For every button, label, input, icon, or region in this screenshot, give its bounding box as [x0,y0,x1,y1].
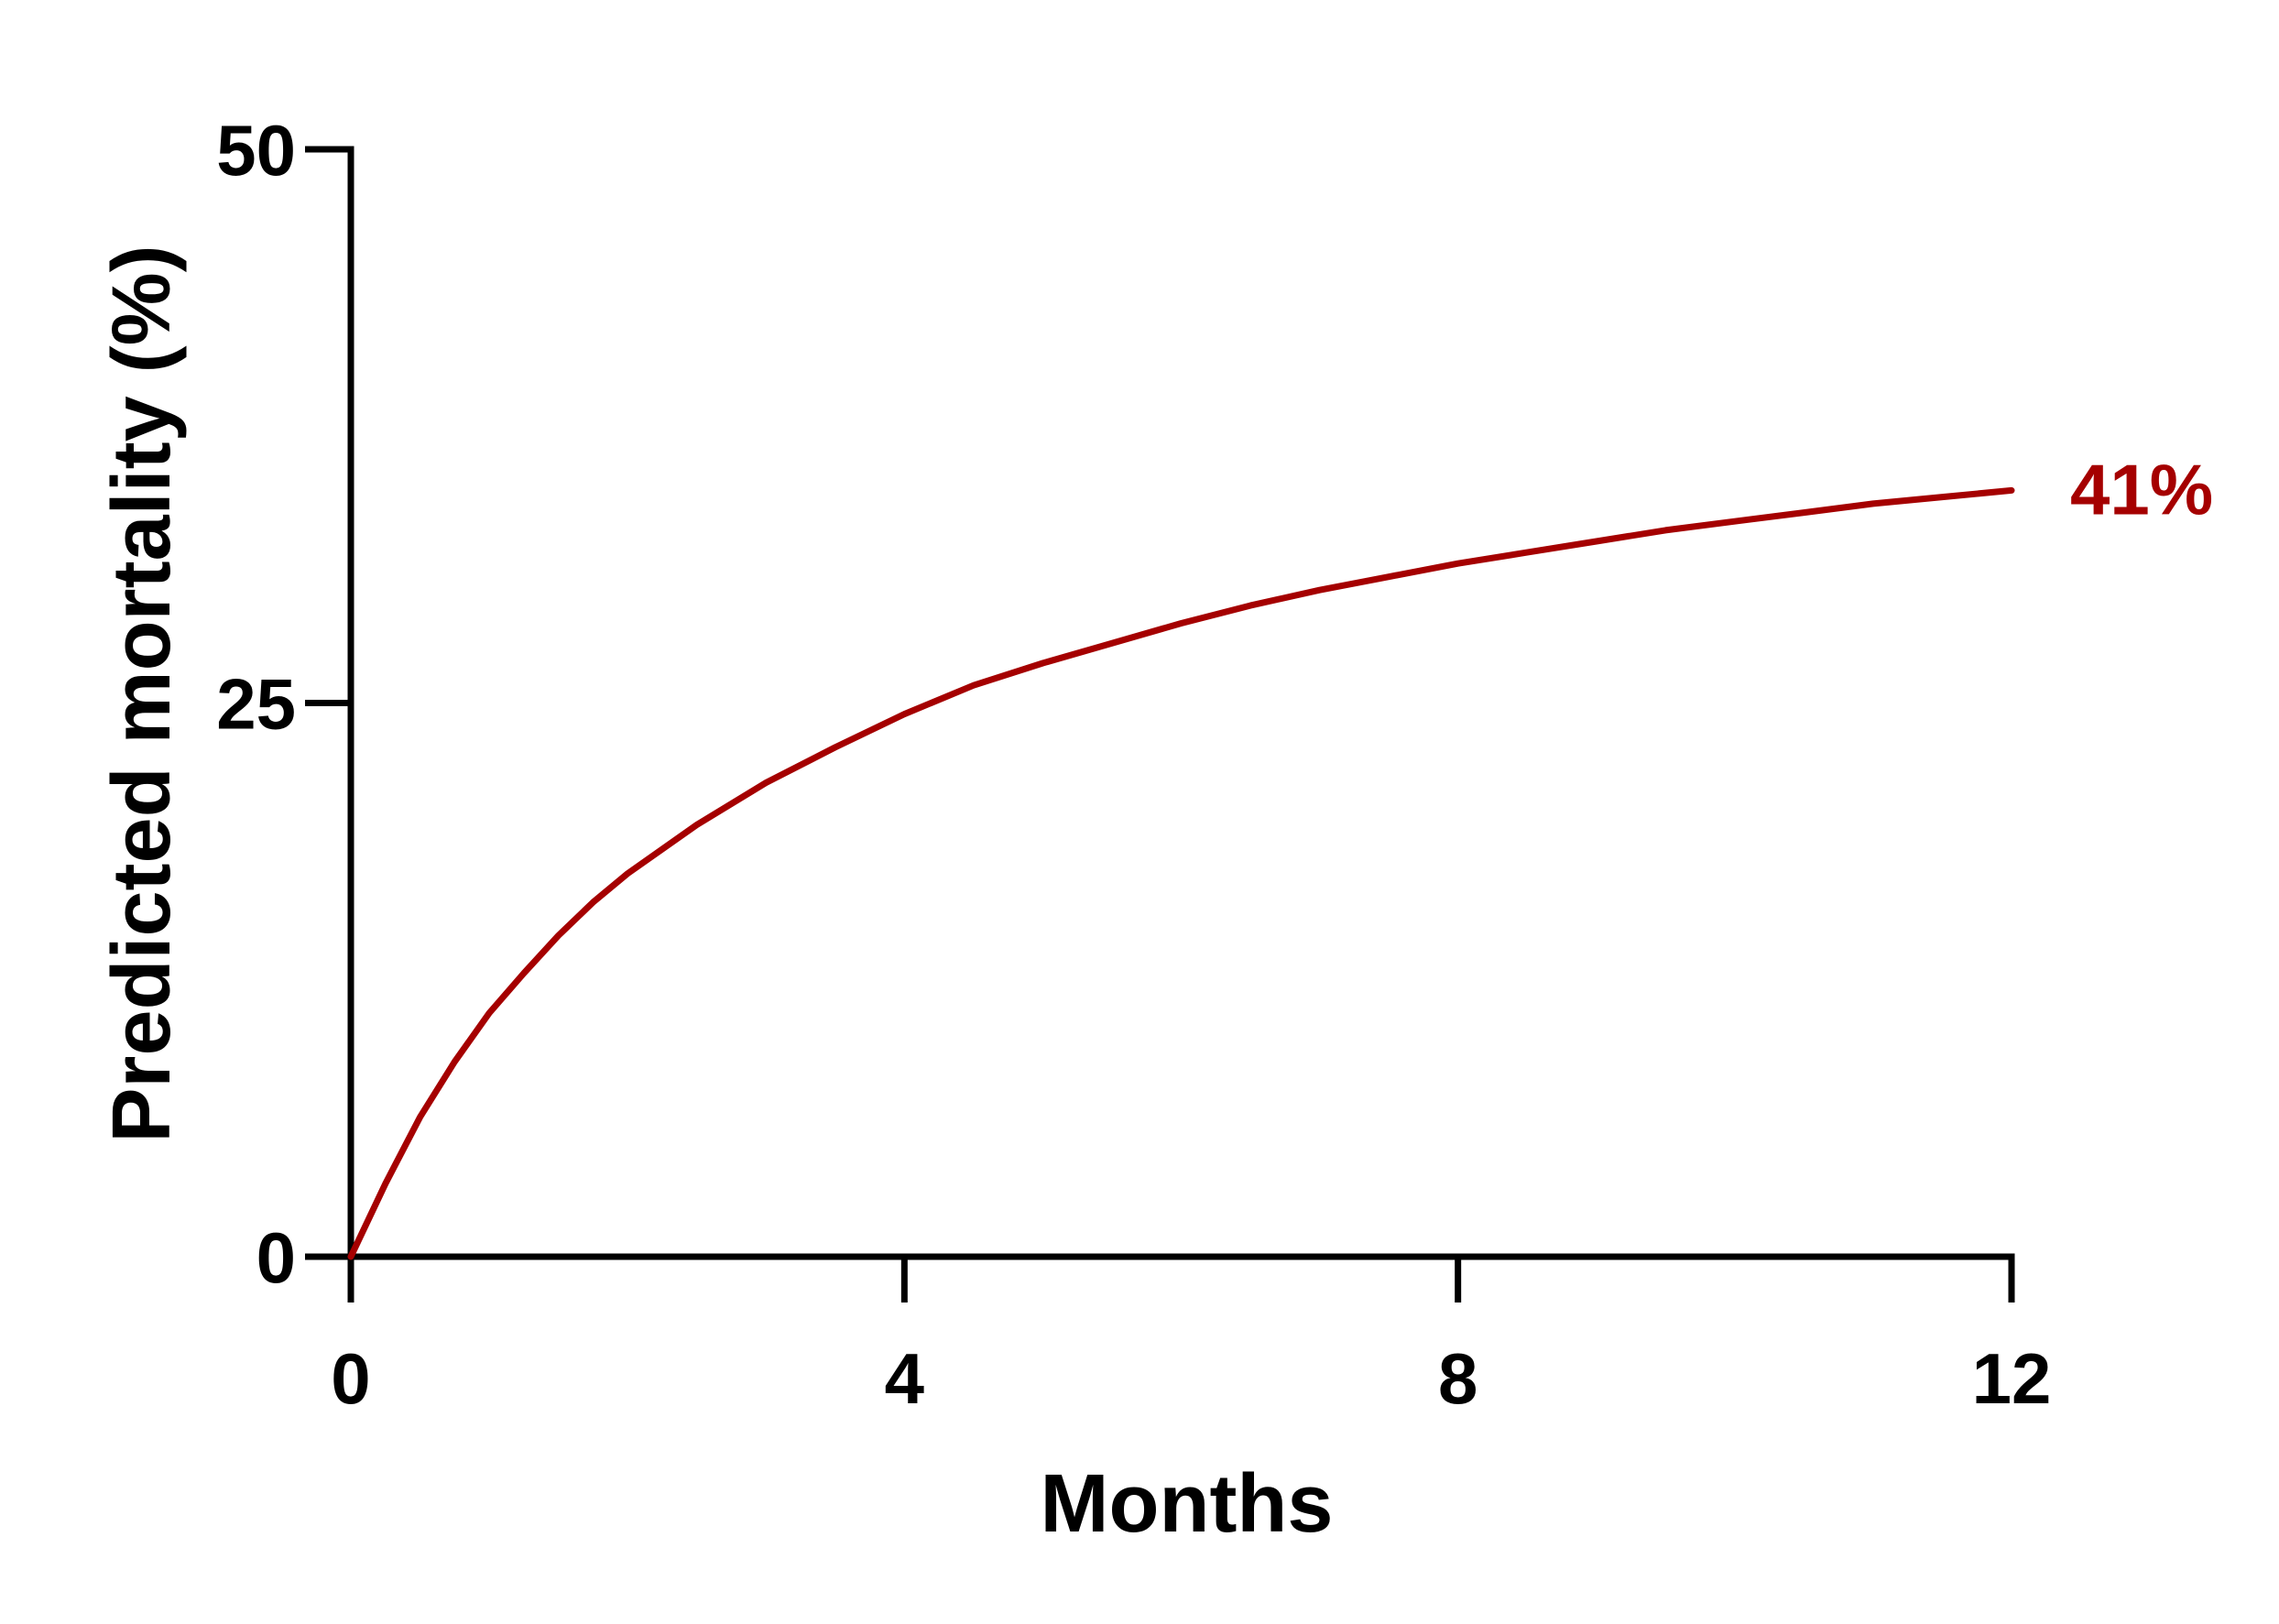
y-axis-title: Predicted mortality (%) [96,245,188,1142]
y-tick-label: 50 [216,110,296,191]
x-tick-label: 0 [331,1338,370,1419]
x-axis-ticks: 0 4 8 12 [331,1257,2051,1419]
y-tick-label: 25 [216,664,296,745]
y-axis-ticks: 0 25 50 [216,110,351,1298]
x-tick-label: 12 [1972,1338,2052,1419]
series-end-label: 41% [2070,449,2213,529]
series-layer: 41% [347,449,2213,1260]
x-axis-title: Months [1041,1458,1334,1550]
y-tick-label: 0 [256,1217,296,1298]
x-tick-label: 8 [1438,1338,1478,1419]
x-tick-label: 4 [885,1338,924,1419]
series-line [347,486,2015,1260]
